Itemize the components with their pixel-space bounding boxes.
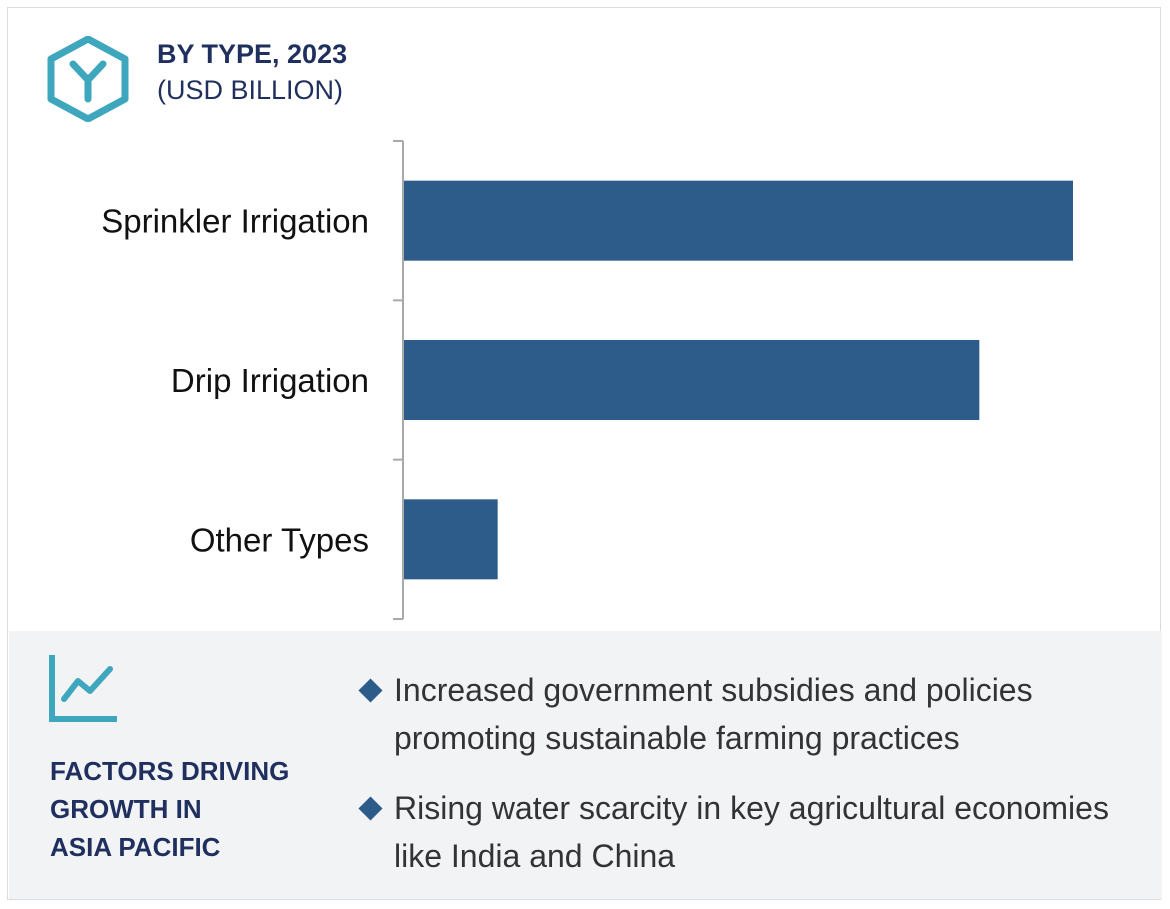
bar-chart: Sprinkler Irrigation Drip Irrigation Other…	[101, 140, 1073, 620]
diamond-bullet-icon	[358, 678, 383, 703]
factor-item: Increased government subsidies and polic…	[358, 666, 1148, 762]
factors-title-line: GROWTH IN	[50, 794, 202, 824]
category-label: Drip Irrigation	[171, 362, 369, 399]
factors-title-line: FACTORS DRIVING	[50, 756, 290, 786]
growth-factors-panel	[9, 631, 1162, 899]
factor-text: Rising water scarcity in key agricultura…	[394, 790, 1109, 874]
category-label: Sprinkler Irrigation	[101, 203, 369, 240]
chart-subtitle: (USD BILLION)	[157, 75, 344, 105]
diamond-bullet-icon	[358, 796, 383, 821]
trend-chart-icon	[49, 655, 117, 722]
bar	[404, 499, 498, 580]
factors-title-line: ASIA PACIFIC	[50, 832, 221, 862]
factors-title: FACTORS DRIVING GROWTH IN ASIA PACIFIC	[50, 752, 330, 866]
bar	[404, 340, 980, 420]
chart-title: BY TYPE, 2023	[157, 39, 348, 69]
segment-y-icon	[47, 36, 129, 122]
factor-text: Increased government subsidies and polic…	[394, 672, 1033, 756]
factors-list: Increased government subsidies and polic…	[358, 666, 1148, 902]
category-label: Other Types	[190, 521, 369, 558]
bar	[404, 180, 1073, 261]
factor-item: Rising water scarcity in key agricultura…	[358, 784, 1148, 880]
chart-title-block: BY TYPE, 2023 (USD BILLION)	[157, 36, 347, 108]
